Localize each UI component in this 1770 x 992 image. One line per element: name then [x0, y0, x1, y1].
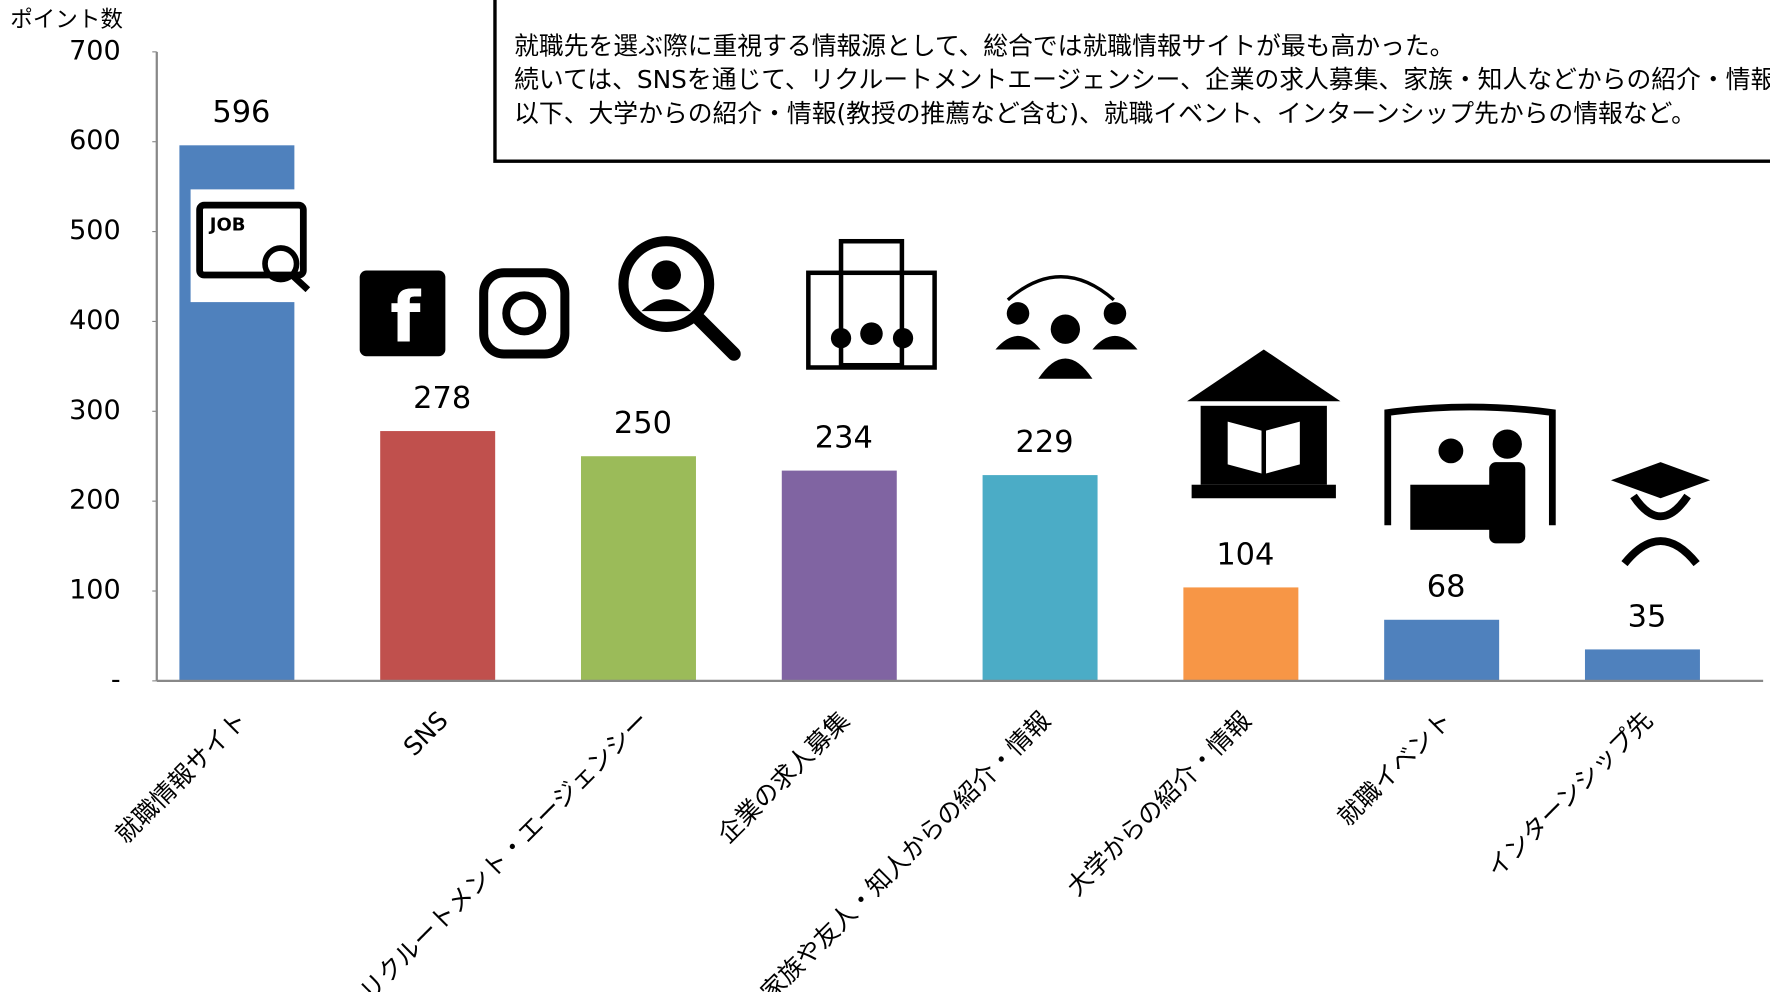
icon-event: [1489, 462, 1526, 544]
icon-people: [1006, 302, 1030, 325]
y-tick-label: 600: [69, 125, 121, 156]
icon-building: [830, 328, 852, 349]
icon-university: [1227, 421, 1300, 474]
icon-building: [892, 328, 914, 349]
icon-people: [995, 335, 1138, 379]
y-tick-label: 200: [69, 485, 121, 516]
y-tick-label: 700: [69, 35, 121, 66]
annotation-box: [493, 0, 1770, 163]
icon-search-person: [651, 260, 681, 290]
value-label: 229: [1016, 425, 1074, 460]
y-tick-label: 100: [69, 575, 121, 606]
bar: [1183, 587, 1299, 681]
value-label: 250: [614, 406, 672, 441]
icon-event: [1492, 429, 1522, 459]
value-label: 596: [212, 95, 270, 130]
x-tick-label: インターンシップ先: [1481, 706, 1658, 883]
icon-job: [262, 245, 300, 283]
icon-search-person: [641, 299, 692, 312]
icon-facebook-f: f: [390, 277, 422, 358]
y-tick-label: 300: [69, 395, 121, 426]
bar: [1384, 619, 1500, 681]
icon-facebook: [359, 270, 446, 357]
x-tick-label: 大学からの紹介・情報: [1061, 705, 1257, 901]
icon-graduate: [1621, 493, 1700, 567]
icon-university: [1200, 405, 1327, 485]
icon-people: [1103, 302, 1127, 325]
icon-search-person: [618, 236, 715, 332]
value-label: 35: [1628, 599, 1667, 634]
icon-building: [806, 270, 937, 370]
x-tick-label: 就職情報サイト: [110, 706, 253, 849]
icon-people: [1006, 275, 1115, 302]
icon-event: [1384, 403, 1556, 526]
icon-university: [1187, 349, 1341, 402]
icon-university: [1191, 484, 1336, 499]
icon-instagram: [502, 291, 547, 336]
icon-job: [289, 272, 311, 293]
bar: [982, 475, 1098, 681]
bar: [380, 431, 496, 681]
icon-job: [196, 201, 307, 279]
annotation-line: 続いては、SNSを通じて、リクルートメントエージェンシー、企業の求人募集、家族・…: [514, 65, 1770, 94]
x-tick-label: 企業の求人募集: [712, 706, 855, 849]
bar: [781, 470, 897, 681]
icons: JOB f: [190, 189, 1711, 567]
annotation-line: 就職先を選ぶ際に重視する情報源として、総合では就職情報サイトが最も高かった。: [514, 31, 1454, 60]
icon-event: [1410, 484, 1492, 530]
bar: [1584, 649, 1700, 681]
icon-building: [838, 238, 905, 368]
x-tick-label: SNS: [398, 706, 454, 762]
icon-event: [1438, 438, 1464, 464]
annotation-line: 以下、大学からの紹介・情報(教授の推薦など含む)、就職イベント、インターンシップ…: [514, 99, 1696, 128]
y-tick-label: 400: [69, 305, 121, 336]
icon-instagram: [479, 268, 570, 359]
icon-job-text: JOB: [208, 214, 246, 235]
x-tick-label: 就職イベント: [1332, 706, 1458, 832]
value-label: 234: [815, 421, 873, 456]
icon-people: [1050, 314, 1081, 344]
value-label: 278: [413, 381, 471, 416]
x-tick-label: リクルートメント・エージェンシー: [354, 706, 654, 992]
y-tick-label: 500: [69, 215, 121, 246]
icon-search-person: [691, 311, 741, 361]
icon-building: [860, 322, 883, 345]
y-axis-label: ポイント数: [10, 7, 123, 33]
icon-graduate: [1610, 462, 1711, 499]
bar: [580, 456, 696, 681]
value-label: 104: [1216, 537, 1274, 572]
y-tick-label: -: [111, 664, 121, 695]
value-label: 68: [1427, 570, 1466, 605]
